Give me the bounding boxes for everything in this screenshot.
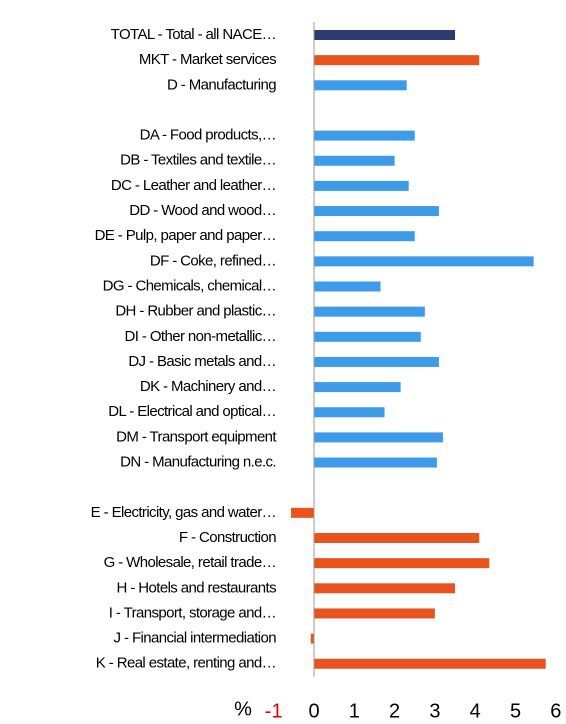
category-label: DA - Food products,… [140,127,276,144]
category-label: DB - Textiles and textile… [120,152,276,169]
bar [314,80,407,91]
bar [314,407,385,418]
category-label: TOTAL - Total - all NACE… [111,26,276,43]
category-label: DI - Other non-metallic… [125,328,276,345]
x-tick-label: 0 [308,700,319,722]
x-tick-label: 1 [349,700,360,722]
category-label: J - Financial intermediation [114,630,277,647]
bar [314,281,381,292]
bar [314,256,534,267]
category-label: MKT - Market services [139,51,276,68]
bar [314,382,401,393]
x-tick-label: 2 [389,700,400,722]
bar [314,658,546,669]
bar [314,533,480,543]
bar [314,206,439,217]
category-label: E - Electricity, gas and water… [91,504,276,521]
bar [314,30,456,40]
category-label: DL - Electrical and optical… [108,403,276,420]
category-label: D - Manufacturing [167,76,276,93]
category-label: K - Real estate, renting and… [96,655,276,672]
category-label: DE - Pulp, paper and paper… [95,227,276,244]
bar [314,231,415,242]
bar [314,130,415,141]
bar [310,633,314,644]
category-label: F - Construction [179,529,276,546]
bar [314,558,490,569]
category-label: DF - Coke, refined… [150,252,276,269]
category-label: DK - Machinery and… [140,378,276,395]
x-tick-label: 3 [429,700,440,722]
bar [314,457,437,468]
category-label: DN - Manufacturing n.e.c. [120,454,276,471]
category-label: I - Transport, storage and… [109,604,276,621]
bar [291,507,314,518]
category-label: DD - Wood and wood… [129,202,276,219]
x-tick-label: 5 [510,700,521,722]
category-label: DM - Transport equipment [116,428,277,445]
bar [314,306,425,317]
category-label: DJ - Basic metals and… [128,353,276,370]
category-label: H - Hotels and restaurants [117,579,277,596]
category-label: DH - Rubber and plastic… [115,303,276,320]
category-label: DG - Chemicals, chemical… [103,277,276,294]
bar [314,608,435,619]
x-axis-label: % [234,698,252,720]
bar [314,432,443,443]
x-tick-label: 4 [470,700,481,722]
bar [314,331,421,342]
bar [314,356,439,367]
bar [314,55,480,66]
x-tick-label: 6 [550,700,561,722]
bar [314,583,456,594]
category-label: G - Wholesale, retail trade… [104,554,276,571]
bar [314,155,395,166]
bar [314,180,409,191]
x-tick-label: -1 [265,700,283,722]
category-label: DC - Leather and leather… [111,177,276,194]
